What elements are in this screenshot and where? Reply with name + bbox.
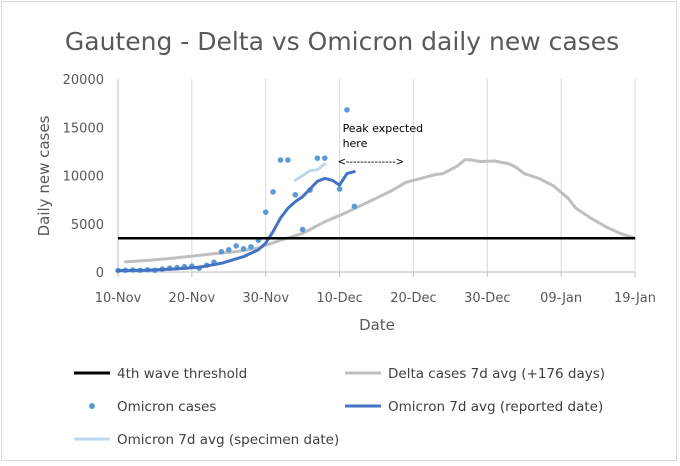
annotation-text: Peak expected: [343, 122, 424, 135]
omicron-case-point: [299, 226, 306, 233]
y-tick-label: 5000: [71, 218, 104, 233]
omicron-case-point: [336, 186, 343, 192]
omicron-case-point: [344, 107, 350, 113]
legend-label: Omicron cases: [117, 399, 216, 415]
legend-label: Omicron 7d avg (specimen date): [117, 432, 339, 448]
y-tick-label: 20000: [63, 73, 104, 88]
legend-label: 4th wave threshold: [117, 366, 247, 382]
peak-annotation: Peak expected here <-------------->: [338, 122, 424, 168]
omicron-case-point: [240, 246, 247, 252]
series-line: [293, 162, 327, 182]
omicron-case-point: [270, 189, 276, 195]
y-tick-label: 0: [96, 266, 104, 281]
x-tick-label: 20-Dec: [390, 291, 436, 306]
x-tick-label: 10-Nov: [95, 291, 142, 306]
omicron-case-point: [351, 203, 358, 210]
omicron-case-point: [292, 192, 299, 198]
x-axis: 10-Nov 20-Nov 30-Nov 10-Dec 20-Dec 30-Dec 09-J…: [95, 271, 656, 306]
omicron-case-point: [262, 209, 269, 215]
legend-swatch: [89, 403, 95, 409]
annotation-text: here: [343, 137, 368, 150]
series-line: [123, 158, 637, 264]
omicron-case-point: [322, 155, 328, 161]
y-axis-label: Daily new cases: [35, 115, 53, 236]
y-tick-label: 15000: [63, 121, 104, 136]
y-axis: 0 5000 10000 15000 20000: [63, 73, 119, 281]
x-tick-label: 30-Nov: [242, 291, 289, 306]
omicron-case-point: [218, 248, 225, 255]
plot-area: [115, 107, 637, 274]
annotation-arrow: <-------------->: [338, 155, 405, 168]
x-tick-label: 09-Jan: [540, 291, 582, 306]
series-line: [116, 170, 356, 273]
omicron-case-point: [225, 247, 232, 253]
grid-lines: [117, 79, 636, 272]
legend-label: Omicron 7d avg (reported date): [388, 399, 603, 415]
legend-label: Delta cases 7d avg (+176 days): [388, 366, 605, 382]
omicron-case-point: [285, 157, 291, 163]
x-tick-label: 20-Nov: [169, 291, 216, 306]
y-tick-label: 10000: [63, 170, 104, 185]
chart-title: Gauteng - Delta vs Omicron daily new cas…: [65, 27, 619, 56]
x-tick-label: 30-Dec: [464, 291, 510, 306]
legend: 4th wave threshold Delta cases 7d avg (+1…: [74, 366, 605, 448]
x-tick-label: 19-Jan: [614, 291, 656, 306]
omicron-case-point: [248, 244, 254, 250]
omicron-case-point: [314, 155, 321, 161]
omicron-case-point: [233, 243, 239, 249]
omicron-case-point: [277, 157, 284, 163]
x-tick-label: 10-Dec: [316, 291, 362, 306]
x-axis-label: Date: [359, 316, 395, 334]
